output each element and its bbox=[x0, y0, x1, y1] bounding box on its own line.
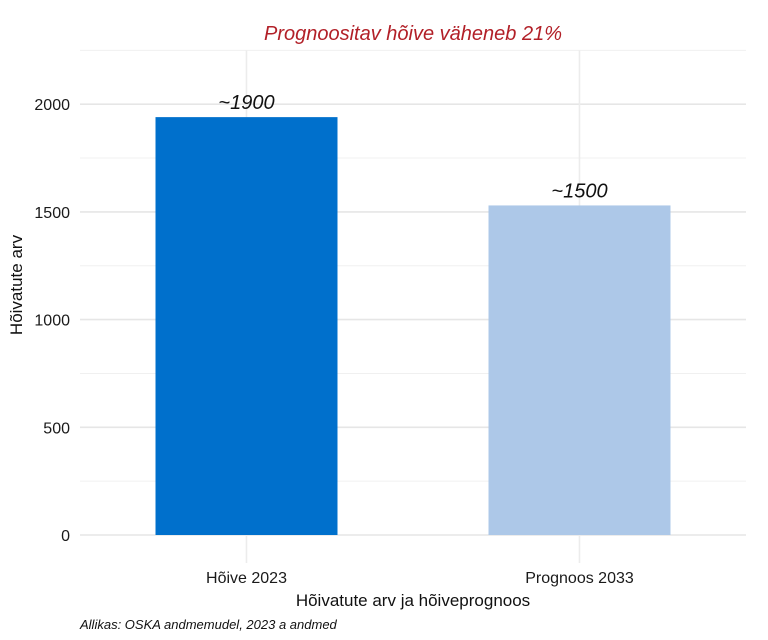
y-tick-label: 1500 bbox=[34, 205, 70, 222]
x-tick-label: Hõive 2023 bbox=[206, 570, 287, 587]
y-axis-title: Hõivatute arv bbox=[7, 234, 26, 335]
bars bbox=[155, 117, 671, 536]
bar-1 bbox=[155, 117, 338, 536]
bar-labels: ~1900 ~1500 bbox=[218, 92, 607, 202]
y-tick-label: 2000 bbox=[34, 97, 70, 114]
y-tick-label: 0 bbox=[61, 528, 70, 545]
bar-2 bbox=[488, 205, 671, 536]
bar-value-label: ~1500 bbox=[551, 180, 607, 202]
y-tick-label: 500 bbox=[43, 420, 70, 437]
bar-value-label: ~1900 bbox=[218, 92, 274, 114]
source-caption: Allikas: OSKA andmemudel, 2023 a andmed bbox=[79, 617, 338, 632]
x-axis-ticks: Hõive 2023 Prognoos 2033 bbox=[206, 570, 634, 587]
y-tick-label: 1000 bbox=[34, 313, 70, 330]
chart-title: Prognoositav hõive väheneb 21% bbox=[264, 23, 562, 45]
x-axis-title: Hõivatute arv ja hõiveprognoos bbox=[296, 591, 530, 610]
y-axis-ticks: 0 500 1000 1500 2000 bbox=[34, 97, 70, 545]
x-tick-label: Prognoos 2033 bbox=[525, 570, 634, 587]
